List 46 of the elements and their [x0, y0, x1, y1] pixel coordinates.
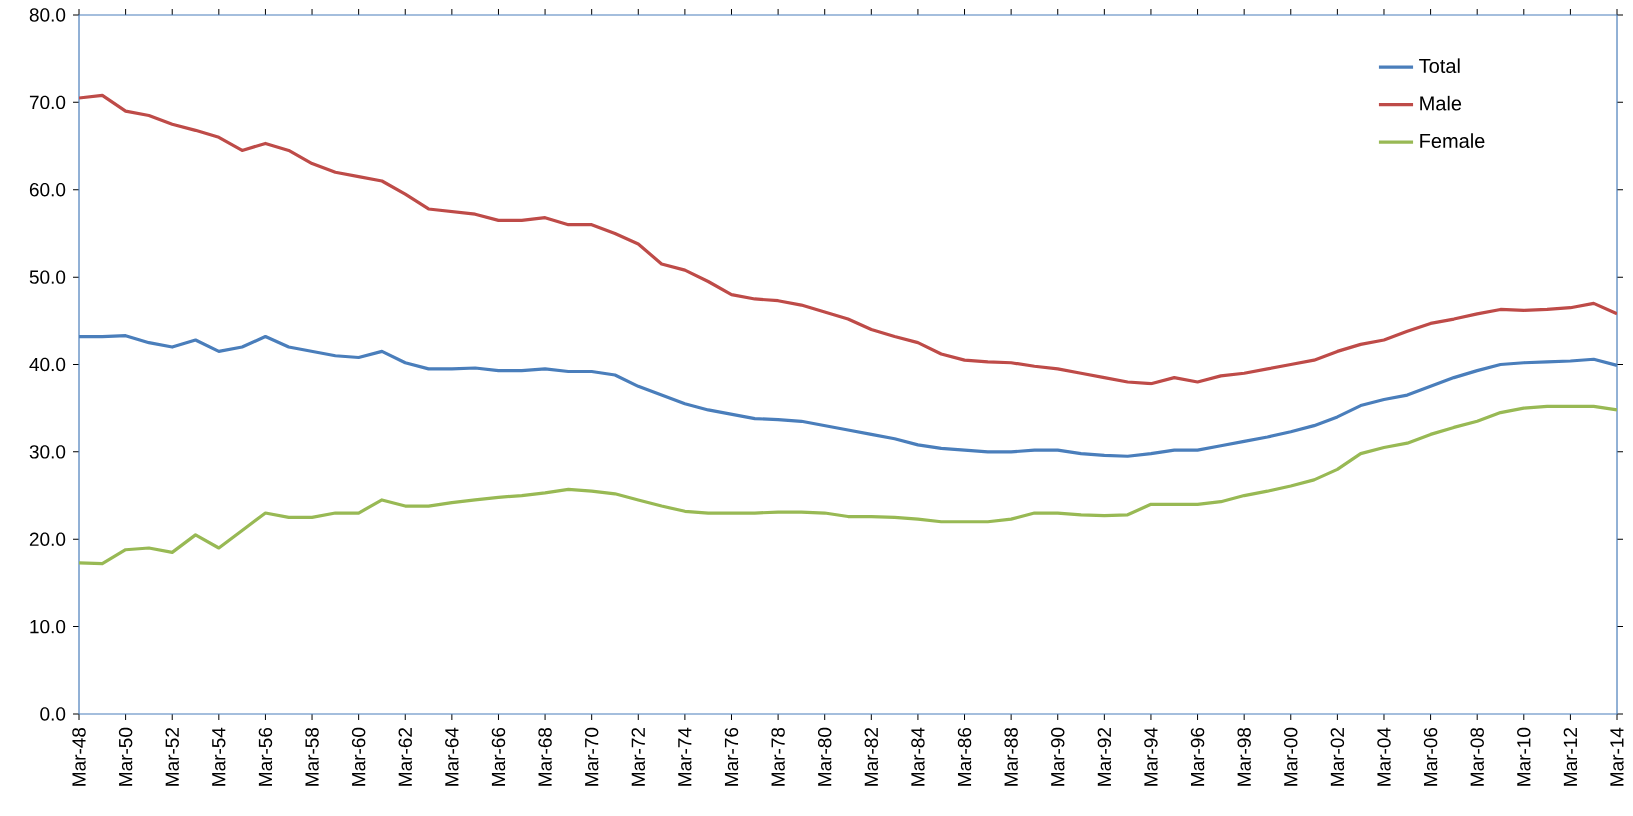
x-tick-label: Mar-78: [771, 727, 785, 786]
x-tick-label: Mar-08: [1470, 727, 1484, 786]
x-tick-label: Mar-62: [398, 728, 412, 786]
x-tick-label: Mar-60: [351, 727, 366, 786]
x-tick-label: Mar-10: [1517, 727, 1531, 786]
x-tick-label: Mar-96: [1190, 727, 1205, 786]
x-tick-label: Mar-70: [584, 727, 599, 786]
x-tick-label: Mar-58: [305, 727, 319, 786]
x-tick-label: Mar-90: [1051, 727, 1065, 786]
x-tick-label: Mar-94: [1144, 727, 1158, 786]
y-tick-label: 10.0: [30, 619, 66, 634]
x-tick-label: Mar-00: [1284, 727, 1298, 786]
x-tick-label: Mar-88: [1004, 727, 1018, 786]
x-tick-label: Mar-48: [72, 727, 86, 786]
y-tick-label: 70.0: [29, 95, 66, 110]
legend-label: Female: [1420, 133, 1485, 149]
x-tick-label: Mar-72: [631, 728, 646, 786]
y-tick-label: 0.0: [40, 707, 66, 721]
x-tick-label: Mar-92: [1097, 728, 1112, 786]
x-tick-label: Mar-64: [445, 727, 459, 786]
x-tick-label: Mar-56: [258, 727, 273, 786]
x-tick-label: Mar-02: [1330, 728, 1345, 786]
legend-label: Male: [1420, 95, 1462, 111]
x-tick-label: Mar-12: [1563, 728, 1578, 786]
y-tick-label: 20.0: [29, 532, 66, 546]
x-tick-label: Mar-14: [1610, 727, 1624, 786]
x-tick-label: Mar-54: [212, 727, 226, 786]
x-tick-label: Mar-50: [118, 727, 133, 786]
x-tick-label: Mar-68: [538, 727, 552, 786]
x-tick-label: Mar-06: [1423, 727, 1438, 786]
x-tick-label: Mar-84: [911, 727, 925, 786]
x-tick-label: Mar-66: [491, 727, 506, 786]
x-tick-label: Mar-74: [678, 727, 692, 786]
x-tick-label: Mar-82: [864, 728, 879, 786]
legend-label: Total: [1419, 58, 1460, 74]
x-tick-label: Mar-98: [1237, 727, 1251, 786]
x-tick-label: Mar-52: [165, 728, 179, 786]
x-tick-label: Mar-86: [957, 727, 972, 786]
y-tick-label: 40.0: [29, 357, 66, 372]
x-tick-label: Mar-80: [817, 727, 832, 786]
y-tick-label: 60.0: [29, 183, 66, 197]
y-tick-label: 30.0: [29, 445, 66, 459]
y-tick-label: 80.0: [29, 8, 66, 22]
x-tick-label: Mar-04: [1377, 727, 1391, 786]
x-tick-label: Mar-76: [724, 727, 739, 786]
y-tick-label: 50.0: [29, 270, 66, 284]
